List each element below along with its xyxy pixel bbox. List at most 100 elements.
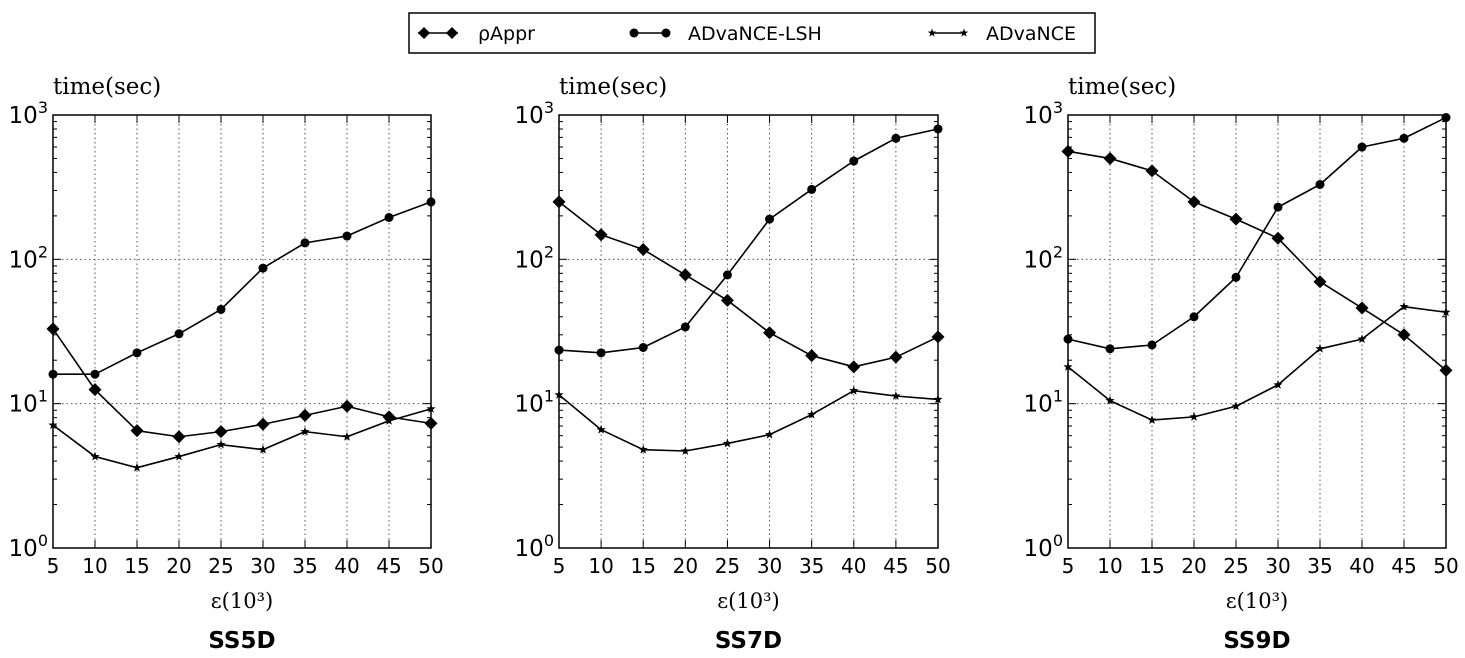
data-point-advance (807, 409, 817, 419)
y-tick-label: 103 (1024, 98, 1063, 129)
series-appr (1061, 144, 1453, 377)
x-tick-label: 35 (799, 554, 824, 578)
data-point-advance (891, 391, 901, 400)
legend-item-advance-lsh: ADvaNCE-LSH (629, 23, 822, 45)
data-point-advance (342, 431, 352, 441)
data-point-advance-lsh (132, 348, 142, 358)
data-point-advance-lsh (891, 133, 901, 143)
series-line-advance (52, 408, 432, 469)
data-point-advance (1315, 343, 1325, 353)
data-point-advance-lsh (1315, 179, 1325, 189)
y-tick-label: 102 (515, 242, 554, 273)
data-point-advance-lsh (849, 156, 859, 166)
x-tick-label: 50 (925, 554, 950, 578)
data-point-advance (1189, 412, 1199, 421)
data-point-advance-lsh (1399, 133, 1409, 143)
data-point-appr (214, 425, 228, 439)
y-axis-label: time(sec) (53, 74, 161, 100)
x-tick-label: 45 (376, 554, 401, 578)
data-point-appr (594, 228, 608, 242)
data-point-advance-lsh (638, 342, 648, 352)
grid (53, 115, 431, 548)
y-axis-label: time(sec) (1068, 74, 1176, 100)
x-tick-label: 15 (124, 554, 149, 578)
x-tick-label: 30 (250, 554, 275, 578)
chart-title: SS7D (715, 628, 782, 654)
data-point-appr (1103, 151, 1117, 165)
axis-ticks (1067, 114, 1447, 548)
data-point-advance-lsh (90, 369, 100, 379)
data-point-advance (1231, 401, 1241, 411)
data-point-appr (805, 349, 819, 363)
chart-title: SS9D (1223, 628, 1290, 654)
legend-label-advance-lsh: ADvaNCE-LSH (688, 23, 822, 45)
x-tick-label: 15 (630, 554, 655, 578)
legend-marker-star (927, 28, 937, 37)
data-point-advance-lsh (1231, 272, 1241, 282)
x-tick-label: 20 (166, 554, 191, 578)
series-advance-lsh (48, 197, 436, 379)
x-tick-label: 5 (553, 554, 566, 578)
data-point-appr (1397, 328, 1411, 342)
data-point-appr (88, 383, 102, 397)
data-point-advance-lsh (1189, 312, 1199, 322)
data-point-advance-lsh (596, 348, 606, 358)
data-point-appr (1145, 164, 1159, 178)
data-point-appr (340, 399, 354, 413)
x-tick-label: 40 (334, 554, 359, 578)
series-advance-lsh (1063, 113, 1451, 354)
data-point-advance (1357, 334, 1367, 344)
data-point-appr (678, 268, 692, 282)
data-point-appr (1355, 301, 1369, 315)
y-tick-label: 103 (9, 98, 48, 129)
data-point-appr (889, 350, 903, 364)
x-tick-label: 40 (1349, 554, 1374, 578)
legend-marker-circle (629, 28, 639, 38)
y-tick-label: 102 (1024, 242, 1063, 273)
x-tick-label: 15 (1139, 554, 1164, 578)
series-advance (554, 385, 943, 455)
series-appr (552, 195, 945, 374)
x-tick-label: 10 (588, 554, 613, 578)
data-point-advance (1105, 395, 1115, 405)
series-advance-lsh (554, 124, 943, 358)
series-line-appr (52, 328, 432, 438)
data-point-advance-lsh (1105, 344, 1115, 354)
y-tick-label: 100 (9, 531, 48, 562)
data-point-advance-lsh (216, 304, 226, 314)
data-point-advance (216, 439, 226, 449)
grid (559, 115, 938, 548)
x-tick-label: 30 (1265, 554, 1290, 578)
x-tick-label: 5 (47, 554, 60, 578)
y-tick-label: 101 (515, 387, 554, 418)
data-point-advance (384, 416, 394, 425)
data-point-appr (720, 293, 734, 307)
data-point-advance-lsh (807, 184, 817, 194)
data-point-advance (132, 462, 142, 472)
chart-title: SS5D (208, 628, 275, 654)
data-point-advance (1147, 415, 1157, 424)
series-advance (1063, 301, 1451, 424)
data-point-appr (298, 408, 312, 422)
x-tick-label: 30 (757, 554, 782, 578)
data-point-appr (636, 242, 650, 256)
x-tick-label: 25 (715, 554, 740, 578)
x-tick-label: 50 (1433, 554, 1458, 578)
data-point-advance (90, 451, 100, 461)
data-point-advance (1273, 380, 1283, 389)
x-axis-label: ε(10³) (717, 589, 779, 613)
data-point-advance-lsh (258, 263, 268, 273)
series-line-advance-lsh (558, 128, 939, 354)
data-point-advance-lsh (1147, 340, 1157, 350)
x-tick-label: 20 (1181, 554, 1206, 578)
data-point-advance-lsh (765, 214, 775, 224)
data-point-advance-lsh (680, 322, 690, 332)
legend-box (408, 12, 1096, 54)
plot-frame (558, 114, 939, 549)
data-point-advance-lsh (384, 212, 394, 222)
chart-panel-ss5d: 5 10 15 20 25 30 35 40 45 50 100 101 102 103time(sec)… (9, 74, 444, 654)
y-tick-label: 101 (9, 387, 48, 418)
data-point-advance (1399, 301, 1409, 311)
data-point-appr (130, 424, 144, 438)
